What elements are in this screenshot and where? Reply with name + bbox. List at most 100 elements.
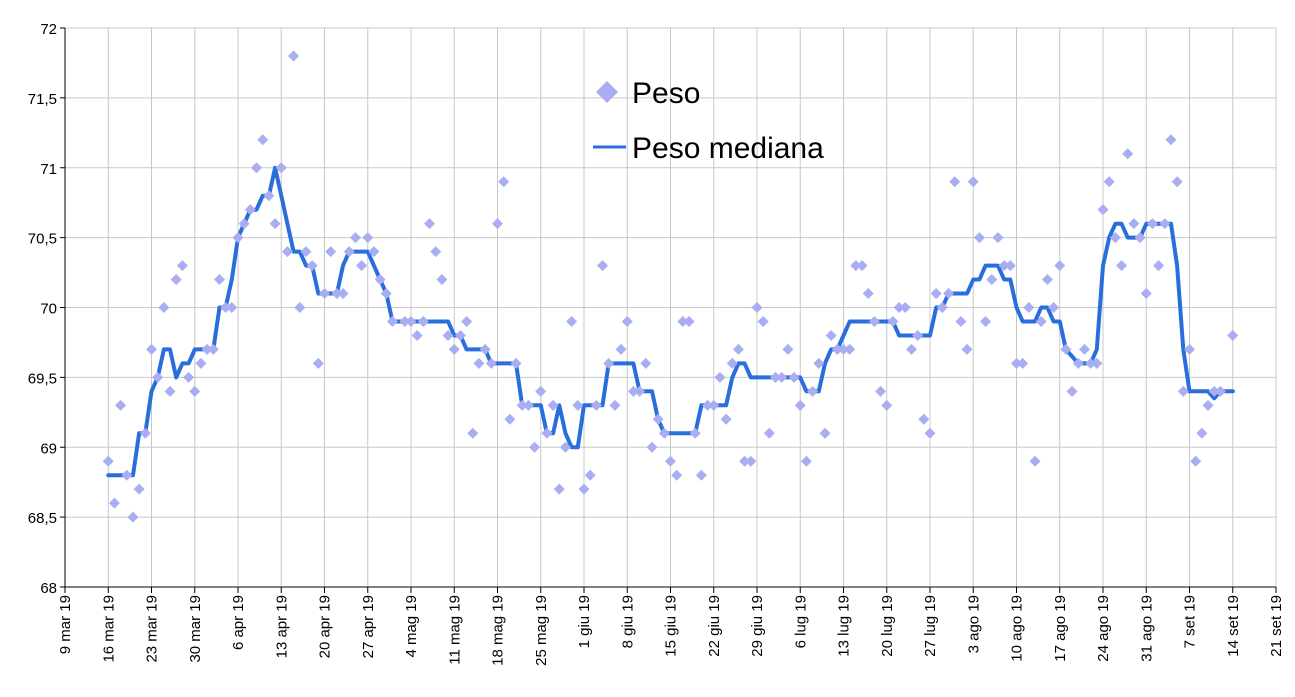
- x-tick-label: 13 apr 19: [273, 595, 290, 658]
- data-point: [195, 357, 207, 369]
- data-point: [442, 329, 454, 341]
- data-point: [146, 343, 157, 355]
- data-point: [1208, 385, 1220, 397]
- x-tick-label: 8 giu 19: [619, 595, 636, 648]
- data-point: [881, 399, 893, 411]
- data-point: [1041, 274, 1053, 286]
- data-point: [226, 302, 238, 313]
- data-point: [152, 371, 164, 383]
- data-point: [757, 315, 769, 327]
- y-tick-label: 71: [40, 161, 57, 178]
- data-point: [529, 441, 541, 453]
- data-point: [399, 315, 411, 327]
- data-point: [887, 315, 899, 327]
- data-point: [844, 343, 856, 355]
- data-point: [1097, 204, 1109, 216]
- data-point: [115, 399, 127, 411]
- data-point: [102, 455, 114, 467]
- data-point: [1066, 385, 1078, 397]
- y-axis-ticks: 68 68,5 69 69,5 70 70,5 71 71,5 72: [28, 21, 65, 597]
- data-point: [213, 274, 225, 286]
- data-point: [652, 413, 664, 425]
- data-point: [597, 260, 609, 272]
- data-point: [139, 427, 151, 439]
- data-point: [745, 455, 757, 467]
- data-point: [665, 455, 676, 467]
- data-point: [1078, 343, 1090, 355]
- data-point: [912, 329, 924, 341]
- data-point: [603, 357, 615, 369]
- data-point: [522, 399, 534, 411]
- data-point: [788, 371, 800, 383]
- data-point: [461, 315, 473, 327]
- data-point: [566, 315, 578, 327]
- y-tick-label: 71,5: [28, 91, 57, 108]
- data-point: [1048, 302, 1060, 313]
- data-point: [448, 343, 460, 355]
- data-point: [1004, 260, 1016, 272]
- data-point: [949, 176, 961, 188]
- data-point: [1202, 399, 1214, 411]
- x-tick-label: 20 lug 19: [879, 595, 896, 657]
- data-point: [1122, 148, 1134, 160]
- data-point: [726, 357, 738, 369]
- data-point: [1017, 357, 1029, 369]
- x-tick-label: 21 set 19: [1268, 595, 1285, 657]
- data-point: [763, 427, 775, 439]
- data-point: [473, 357, 485, 369]
- data-point: [856, 260, 868, 272]
- data-point: [930, 288, 942, 300]
- data-point: [838, 343, 849, 355]
- data-point: [343, 246, 355, 258]
- data-point: [436, 274, 448, 286]
- data-point: [133, 483, 145, 495]
- data-point: [1054, 260, 1066, 272]
- data-point: [1103, 176, 1115, 188]
- data-point: [751, 302, 763, 313]
- data-point: [689, 427, 701, 439]
- data-point: [281, 246, 293, 258]
- data-point: [405, 315, 417, 327]
- data-point: [584, 469, 596, 481]
- data-point: [189, 385, 201, 397]
- data-point: [782, 343, 794, 355]
- data-point: [312, 357, 324, 369]
- data-point: [1153, 260, 1165, 272]
- data-point: [454, 329, 466, 341]
- data-point: [1196, 427, 1208, 439]
- data-point: [349, 232, 361, 244]
- data-point: [905, 343, 917, 355]
- data-point: [331, 288, 343, 300]
- data-point: [590, 399, 602, 411]
- y-tick-label: 72: [40, 21, 57, 38]
- data-point: [411, 329, 423, 341]
- legend-label-peso: Peso: [632, 77, 700, 110]
- data-point: [578, 483, 590, 495]
- data-point: [621, 315, 633, 327]
- data-point: [467, 427, 479, 439]
- data-point: [559, 441, 571, 453]
- data-point: [380, 288, 392, 300]
- data-point: [862, 288, 874, 300]
- data-point: [695, 469, 707, 481]
- data-point: [479, 343, 491, 355]
- data-point: [572, 399, 584, 411]
- data-point: [176, 260, 188, 272]
- data-point: [961, 343, 973, 355]
- data-point: [553, 483, 565, 495]
- data-point: [1214, 385, 1226, 397]
- data-point: [294, 302, 306, 313]
- data-point: [1184, 343, 1195, 355]
- data-point: [325, 246, 337, 258]
- data-point: [170, 274, 182, 286]
- data-point: [121, 469, 133, 481]
- data-point: [1146, 218, 1158, 230]
- data-point: [257, 134, 269, 146]
- data-point: [998, 260, 1010, 272]
- data-point: [386, 315, 398, 327]
- data-point: [973, 232, 985, 244]
- x-tick-label: 30 mar 19: [187, 595, 204, 663]
- data-point: [207, 343, 219, 355]
- data-point: [943, 288, 955, 300]
